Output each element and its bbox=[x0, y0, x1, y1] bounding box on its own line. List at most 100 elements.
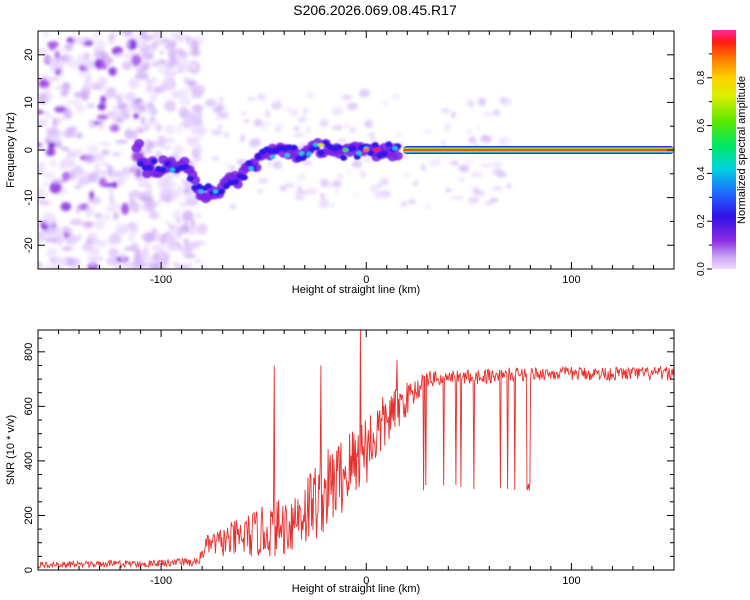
spectrogram-noise-blob bbox=[46, 247, 58, 259]
spectrogram-signal-blob bbox=[356, 151, 362, 156]
spectrogram-noise-blob bbox=[63, 108, 73, 120]
spectrogram-noise-blob bbox=[144, 200, 157, 209]
spectrogram-noise-blob bbox=[194, 258, 203, 265]
spectrogram-noise-blob bbox=[87, 172, 99, 183]
spectrogram-noise-blob bbox=[293, 133, 304, 137]
spectrogram-noise-blob bbox=[117, 103, 129, 108]
spectrogram-noise-blob bbox=[297, 119, 303, 123]
spectrogram-noise-blob bbox=[108, 66, 118, 77]
colorbar-label: Normalized spectral amplitude bbox=[736, 76, 748, 224]
spectrogram-noise-blob bbox=[450, 160, 459, 166]
spectrogram-noise-blob bbox=[192, 136, 201, 145]
spectrogram-noise-blob bbox=[64, 42, 73, 52]
spectrogram-noise-blob bbox=[493, 109, 501, 116]
spectrogram-noise-blob bbox=[284, 182, 296, 188]
spectrogram-noise-blob bbox=[151, 228, 157, 235]
spectrogram-noise-blob bbox=[90, 256, 96, 268]
spectrogram-noise-blob bbox=[204, 99, 217, 108]
snr-y-tick-label: 400 bbox=[23, 452, 35, 470]
spectrogram-noise-blob bbox=[61, 246, 74, 251]
spectrogram-y-tick-label: -10 bbox=[23, 190, 35, 206]
spectrogram-hotspot bbox=[373, 148, 380, 152]
spectrogram-noise-blob bbox=[198, 126, 208, 135]
spectrogram-hotspot bbox=[342, 148, 349, 152]
spectrogram-noise-blob bbox=[101, 149, 110, 156]
spectrogram-signal-blob bbox=[270, 154, 276, 159]
spectrogram-noise-blob bbox=[382, 101, 389, 106]
spectrogram-noise-blob bbox=[100, 95, 107, 104]
spectrogram-noise-blob bbox=[489, 197, 499, 203]
spectrogram-noise-blob bbox=[331, 180, 342, 188]
spectrogram-noise-blob bbox=[38, 110, 45, 115]
spectrogram-noise-blob bbox=[152, 253, 159, 261]
snr-axes: -100 0 100 0 200 400 600 800 bbox=[23, 330, 675, 587]
spectrogram-noise-blob bbox=[92, 236, 98, 246]
spectrogram-noise-blob bbox=[100, 162, 111, 167]
spectrogram-noise-blob bbox=[466, 100, 475, 108]
spectrogram-noise-blob bbox=[88, 118, 98, 129]
spectrogram-noise-blob bbox=[305, 127, 312, 134]
spectrogram-noise-blob bbox=[420, 164, 426, 172]
spectrogram-noise-blob bbox=[61, 171, 71, 182]
spectrogram-noise-blob bbox=[262, 121, 268, 127]
spectrogram-signal-blob bbox=[231, 178, 239, 185]
spectrogram-noise-blob bbox=[38, 142, 43, 148]
spectrogram-noise-blob bbox=[123, 261, 132, 269]
spectrogram-signal-blob bbox=[179, 156, 190, 166]
spectrogram-noise-blob bbox=[152, 264, 165, 269]
spectrogram-noise-blob bbox=[114, 223, 129, 235]
spectrogram-noise-blob bbox=[66, 148, 72, 160]
spectrogram-noise-blob bbox=[77, 234, 82, 241]
spectrogram-noise-blob bbox=[163, 44, 175, 50]
snr-y-tick-label: 600 bbox=[23, 397, 35, 415]
spectrogram-noise-blob bbox=[194, 144, 202, 157]
spectrogram-signal-blob bbox=[313, 142, 319, 147]
spectrogram-noise-blob bbox=[45, 237, 57, 243]
spectrogram-noise-blob bbox=[111, 111, 117, 123]
spectrogram-noise-blob bbox=[44, 76, 57, 83]
spectrogram-noise-blob bbox=[44, 87, 52, 93]
spectrogram-noise-blob bbox=[147, 101, 155, 110]
spectrogram-noise-blob bbox=[60, 157, 74, 170]
spectrogram-noise-blob bbox=[53, 257, 68, 266]
spectrogram-noise-blob bbox=[122, 61, 131, 71]
spectrogram-x-tick-label: -100 bbox=[150, 274, 172, 286]
spectrogram-signal-blob bbox=[349, 145, 357, 152]
colorbar-tick-label: 0.8 bbox=[696, 70, 707, 84]
spectrogram-noise-blob bbox=[346, 102, 359, 111]
spectrogram-noise-blob bbox=[210, 128, 223, 136]
spectrogram-noise-blob bbox=[338, 173, 344, 180]
spectrogram-signal-blob bbox=[182, 163, 190, 170]
spectrogram-noise-blob bbox=[190, 218, 196, 229]
spectrogram-noise-blob bbox=[150, 76, 158, 85]
spectrogram-noise-blob bbox=[52, 179, 67, 185]
spectrogram-y-tick-label: 10 bbox=[23, 96, 35, 108]
spectrogram-noise-blob bbox=[38, 118, 48, 128]
spectrogram-noise-blob bbox=[163, 145, 172, 151]
spectrogram-noise-blob bbox=[296, 184, 302, 194]
spectrogram-noise-blob bbox=[370, 137, 377, 142]
spectrogram-noise-blob bbox=[102, 212, 111, 222]
spectrogram-noise-blob bbox=[491, 162, 503, 167]
spectrogram-hotspot bbox=[318, 143, 325, 148]
spectrogram-noise-blob bbox=[243, 118, 250, 124]
spectrogram-noise-blob bbox=[319, 119, 329, 128]
spectrogram-noise-blob bbox=[94, 255, 104, 263]
spectrogram-signal-blob bbox=[290, 144, 298, 151]
spectrogram-noise-blob bbox=[81, 220, 94, 230]
spectrogram-x-tick-label: 100 bbox=[562, 274, 580, 286]
spectrogram-noise-blob bbox=[163, 253, 169, 265]
spectrogram-signal-blob bbox=[240, 174, 248, 181]
spectrogram-signal-blob bbox=[299, 151, 305, 156]
spectrogram-noise-blob bbox=[151, 31, 163, 40]
spectrogram-noise-blob bbox=[403, 173, 410, 178]
spectrogram-noise-blob bbox=[129, 222, 139, 235]
spectrogram-noise-blob bbox=[54, 106, 67, 113]
snr-x-tick-label: -100 bbox=[150, 575, 172, 587]
spectrogram-noise-blob bbox=[164, 234, 177, 245]
spectrogram-noise-blob bbox=[294, 125, 299, 132]
spectrogram-noise-blob bbox=[182, 187, 192, 195]
spectrogram-noise-blob bbox=[188, 240, 202, 247]
spectrogram-noise-blob bbox=[346, 169, 351, 175]
